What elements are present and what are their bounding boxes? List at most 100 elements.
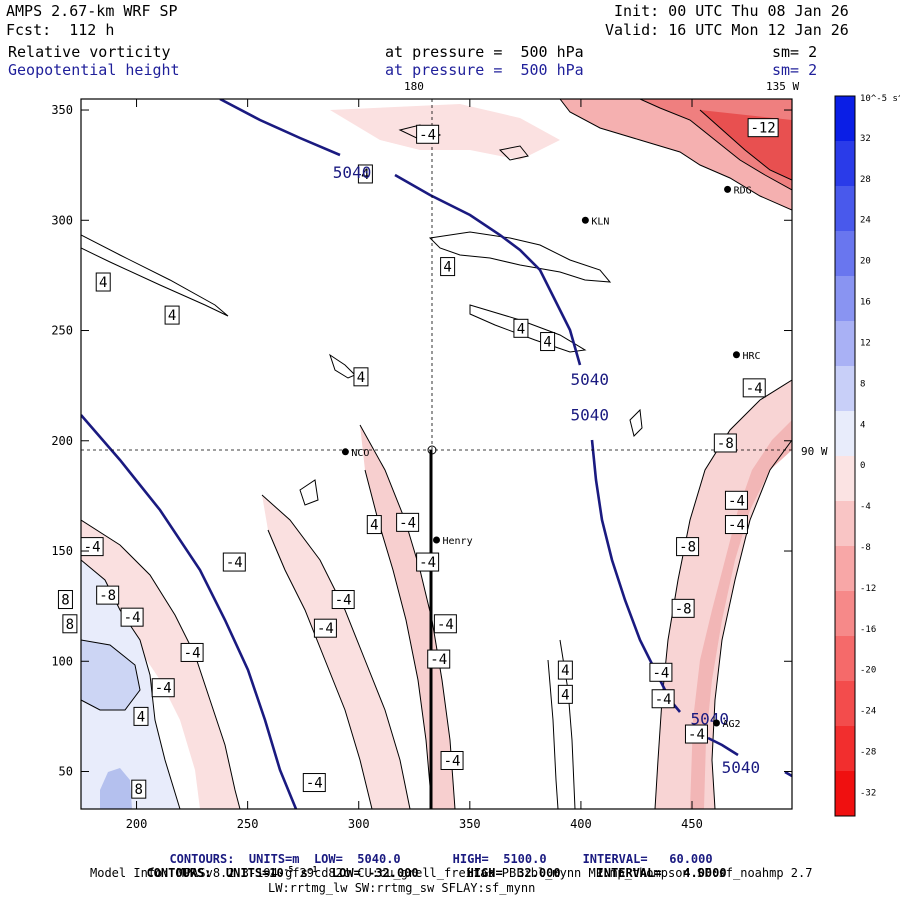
vorticity-label-text: 4	[137, 709, 145, 725]
station-layer: KLN RDG HRC NCO Henry AG2	[341, 185, 761, 730]
plot-frame	[80, 98, 793, 810]
colorbar-ticks: 32 28 24 20 16 12 8 4 0 -4 -8 -12 -16 -20 -24 -28 -32	[860, 134, 876, 799]
vorticity-contour-label: -4	[222, 552, 246, 572]
vorticity-contour-label: -8	[676, 537, 700, 557]
vorticity-contour-label: -4	[724, 490, 748, 510]
vorticity-label-text: -4	[226, 555, 243, 571]
colorbar-cell	[835, 231, 855, 277]
station-dot	[581, 216, 589, 224]
station-label: RDG	[734, 185, 752, 196]
vorticity-label-text: -4	[317, 621, 334, 637]
colorbar-tick-label: -32	[860, 788, 876, 798]
colorbar-cell	[835, 276, 855, 322]
colorbar-tick-label: 28	[860, 175, 871, 185]
station-marker: HRC	[732, 351, 761, 362]
vorticity-label-text: 4	[443, 260, 451, 276]
station-dot	[724, 185, 732, 193]
vorticity-contour-label: -4	[180, 642, 204, 662]
vorticity-contour	[81, 234, 229, 317]
x-tick-label: 350	[459, 817, 481, 831]
height-contour-5040-west	[81, 414, 298, 809]
vorticity-label-text: 8	[135, 782, 143, 798]
vorticity-contour	[428, 231, 612, 283]
vorticity-negative-band-west	[81, 520, 240, 809]
station-marker: RDG	[724, 185, 752, 196]
colorbar-cell	[835, 591, 855, 637]
vorticity-contour-label: 4	[540, 332, 556, 352]
vorticity-contour-label: 4	[164, 305, 180, 325]
vorticity-label-text: 4	[561, 687, 569, 703]
vorticity-contour-label: -4	[742, 378, 766, 398]
vorticity-contour-label: 4	[95, 272, 111, 292]
vorticity-contour-label: -4	[440, 750, 464, 770]
vorticity-contour-label: -4	[151, 678, 175, 698]
y-tick-label: 350	[51, 103, 73, 117]
station-label: Henry	[443, 536, 473, 547]
station-marker: Henry	[433, 536, 473, 547]
height-contour-interval: INTERVAL= 60.000	[582, 852, 713, 866]
vorticity-contour-label: -4	[80, 537, 104, 557]
vorticity-negative-band-center	[262, 495, 410, 809]
vorticity-label-text: -4	[335, 593, 352, 609]
colorbar-tick-label: 4	[860, 420, 865, 430]
colorbar-cell	[835, 366, 855, 412]
vorticity-contour	[639, 99, 792, 191]
vorticity-label-text: -4	[652, 665, 669, 681]
vorticity-contour	[329, 353, 356, 379]
vorticity-contour-label: -4	[427, 649, 451, 669]
colorbar-tick-label: -24	[860, 707, 876, 717]
station-marker: KLN	[581, 216, 609, 227]
height-contour-5040-east	[394, 173, 582, 366]
colorbar-cell	[835, 321, 855, 367]
x-tick-label: 450	[681, 817, 703, 831]
vorticity-contour-label: -4	[396, 512, 420, 532]
lon-label-right: 90 W	[801, 445, 828, 458]
height-contour-info: CONTOURS: UNITS=m LOW= 5040.0 HIGH= 5100.…	[155, 838, 713, 866]
height-contour-label: 5040	[722, 758, 761, 777]
vorticity-contour-low: LOW= -32.000	[317, 866, 419, 880]
colorbar-tick-label: -8	[860, 543, 871, 553]
vorticity-label-text: -8	[675, 601, 692, 617]
vorticity-contour-label: -4	[416, 124, 440, 144]
station-dot	[732, 351, 740, 359]
vorticity-positive-core-south	[100, 768, 132, 809]
vorticity-field	[81, 99, 792, 809]
vorticity-contour-high: HIGH= 32.000	[466, 866, 561, 880]
field2-level: at pressure = 500 hPa	[385, 61, 584, 79]
vorticity-label-text: -4	[184, 645, 201, 661]
height-contour-5040-north	[219, 99, 341, 157]
vorticity-contour-label: -4	[649, 662, 673, 682]
vorticity-label-text: -4	[437, 617, 454, 633]
model-info-radiation: LW:rrtmg_lw SW:rrtmg_sw SFLAY:sf_mynn	[268, 881, 536, 895]
vorticity-contour	[81, 559, 181, 809]
vorticity-contour-label: -8	[713, 433, 737, 453]
station-marker: AG2	[712, 719, 741, 730]
field1-name: Relative vorticity	[8, 43, 171, 61]
vorticity-contour-label: 4	[353, 367, 369, 387]
vorticity-label-text: -4	[306, 776, 323, 792]
height-contour-5040-southeast-edge	[784, 770, 792, 778]
crosshair	[81, 99, 792, 809]
colorbar-cell	[835, 681, 855, 727]
vorticity-contour-label: 4	[133, 706, 149, 726]
colorbar-cell	[835, 411, 855, 457]
vorticity-contour-label: -4	[331, 590, 355, 610]
colorbar-frame	[834, 95, 856, 817]
vorticity-contour-label: -4	[433, 614, 457, 634]
field1-level: at pressure = 500 hPa	[385, 43, 584, 61]
colorbar-cell	[835, 636, 855, 682]
vorticity-contour-label: -4	[416, 552, 440, 572]
y-tick-label: 100	[51, 654, 73, 668]
forecast-hour: Fcst: 112 h	[6, 21, 115, 39]
colorbar-cell	[835, 456, 855, 502]
colorbar-cell	[835, 546, 855, 592]
vorticity-label-text: 4	[99, 275, 107, 291]
colorbar-tick-label: -4	[860, 502, 871, 512]
height-contour-5040-southeast	[707, 736, 739, 757]
vorticity-label-text: -4	[746, 381, 763, 397]
vorticity-label-text: -4	[728, 493, 745, 509]
vorticity-contour-label: 8	[62, 614, 78, 634]
vorticity-contour-label: -8	[671, 598, 695, 618]
station-dot	[433, 536, 440, 544]
colorbar-cells	[834, 95, 856, 817]
